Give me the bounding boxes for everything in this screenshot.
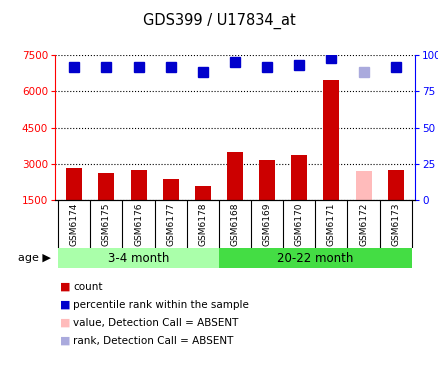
Text: GSM6177: GSM6177 — [166, 202, 175, 246]
Bar — [162, 179, 178, 200]
Text: rank, Detection Call = ABSENT: rank, Detection Call = ABSENT — [73, 336, 233, 346]
Bar — [219, 248, 411, 268]
Bar — [323, 81, 339, 200]
Text: GSM6176: GSM6176 — [134, 202, 143, 246]
Text: GSM6169: GSM6169 — [262, 202, 271, 246]
Text: ■: ■ — [60, 336, 71, 346]
Bar — [58, 248, 219, 268]
Text: GSM6168: GSM6168 — [230, 202, 239, 246]
Text: GSM6175: GSM6175 — [102, 202, 111, 246]
Text: 20-22 month: 20-22 month — [276, 251, 353, 265]
Bar — [130, 170, 146, 200]
Text: percentile rank within the sample: percentile rank within the sample — [73, 300, 248, 310]
Bar — [387, 169, 403, 200]
Text: value, Detection Call = ABSENT: value, Detection Call = ABSENT — [73, 318, 238, 328]
Text: count: count — [73, 282, 102, 292]
Text: ■: ■ — [60, 300, 71, 310]
Text: GSM6171: GSM6171 — [326, 202, 335, 246]
Bar — [226, 152, 243, 200]
Text: GSM6178: GSM6178 — [198, 202, 207, 246]
Text: GDS399 / U17834_at: GDS399 / U17834_at — [143, 13, 295, 29]
Bar — [194, 186, 210, 200]
Bar — [258, 160, 275, 200]
Bar — [66, 168, 82, 200]
Text: 3-4 month: 3-4 month — [108, 251, 169, 265]
Bar — [290, 154, 307, 200]
Bar — [355, 171, 371, 200]
Text: ■: ■ — [60, 318, 71, 328]
Bar — [98, 173, 114, 200]
Text: ■: ■ — [60, 282, 71, 292]
Text: age ▶: age ▶ — [18, 253, 50, 263]
Text: GSM6172: GSM6172 — [358, 202, 367, 246]
Text: GSM6170: GSM6170 — [294, 202, 303, 246]
Text: GSM6174: GSM6174 — [70, 202, 78, 246]
Text: GSM6173: GSM6173 — [390, 202, 399, 246]
